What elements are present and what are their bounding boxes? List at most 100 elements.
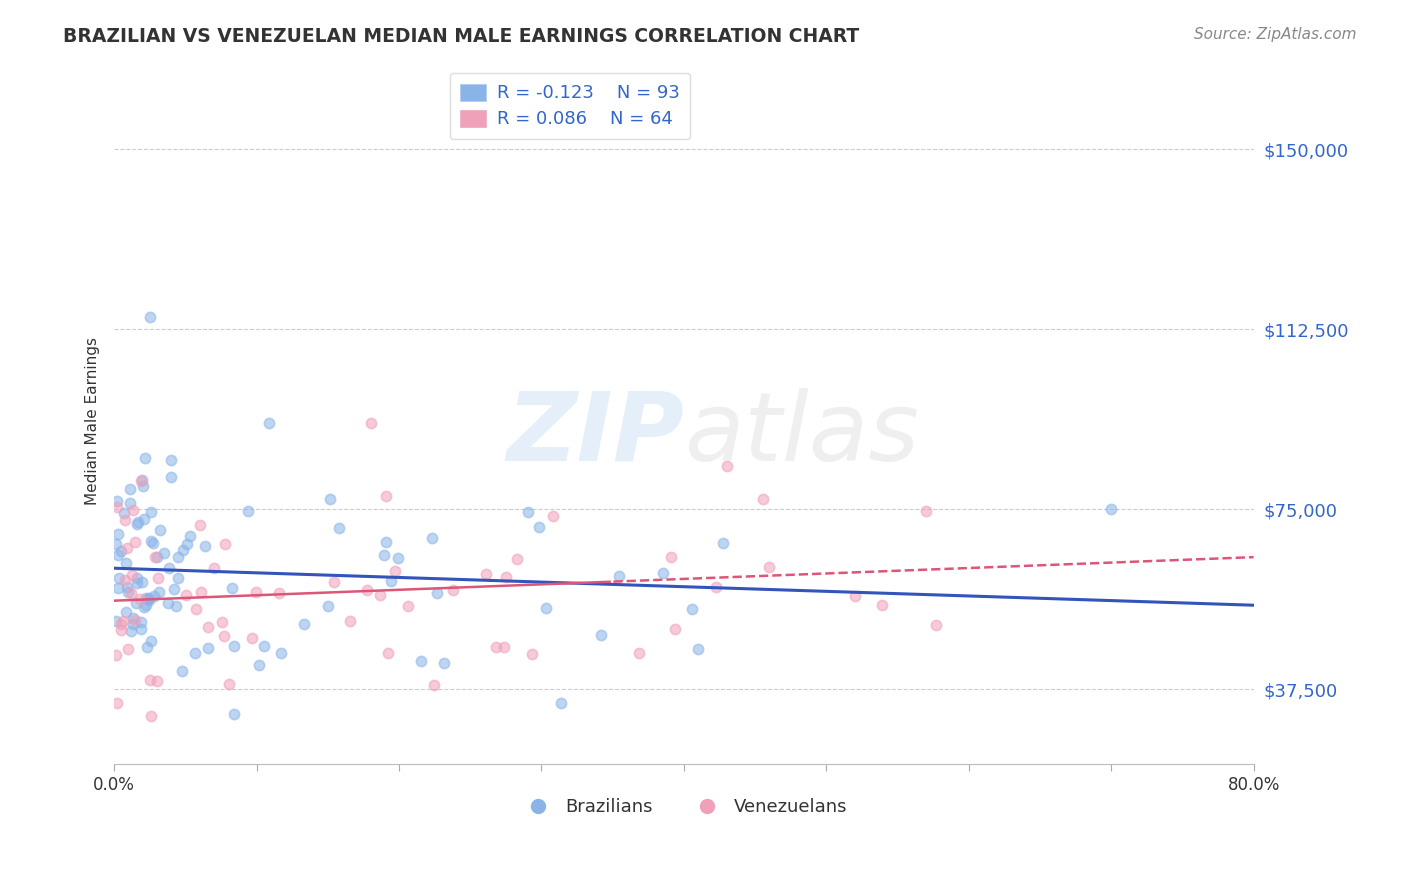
Point (135, 591, 157, 606)
Point (142, 589, 165, 603)
Point (534, 600, 557, 615)
Point (138, 591, 160, 605)
Point (124, 535, 146, 549)
Point (844, 589, 866, 603)
Point (104, 614, 127, 628)
Point (758, 560, 780, 574)
Point (129, 615, 152, 629)
Text: atlas: atlas (683, 388, 920, 481)
Point (188, 518, 211, 533)
Point (236, 503, 259, 517)
Point (114, 512, 136, 526)
Point (319, 492, 342, 507)
Point (104, 537, 127, 551)
Point (134, 599, 156, 614)
Point (105, 648, 128, 662)
Point (190, 585, 212, 599)
Point (107, 526, 129, 541)
Point (664, 622, 686, 636)
Point (170, 664, 193, 678)
Point (184, 646, 207, 660)
Point (129, 474, 152, 488)
Point (160, 470, 183, 484)
Point (121, 567, 143, 582)
Point (118, 496, 141, 510)
Point (146, 674, 169, 689)
Point (148, 571, 170, 585)
Text: Source: ZipAtlas.com: Source: ZipAtlas.com (1194, 27, 1357, 42)
Y-axis label: Median Male Earnings: Median Male Earnings (86, 336, 100, 505)
Point (145, 549, 167, 564)
Point (179, 529, 201, 543)
Point (443, 582, 465, 597)
Point (166, 550, 188, 565)
Point (162, 582, 184, 597)
Point (134, 511, 156, 525)
Point (121, 503, 143, 517)
Point (131, 574, 153, 589)
Point (128, 591, 150, 606)
Point (132, 478, 155, 492)
Point (711, 536, 734, 550)
Point (1099, 502, 1122, 516)
Point (176, 537, 198, 551)
Point (659, 549, 682, 564)
Point (115, 580, 138, 594)
Point (127, 571, 149, 585)
Point (111, 614, 134, 628)
Point (149, 523, 172, 537)
Point (194, 539, 217, 553)
Point (139, 708, 162, 723)
Point (323, 575, 346, 590)
Point (135, 598, 157, 612)
Point (495, 569, 517, 583)
Point (240, 631, 263, 645)
Point (105, 696, 128, 710)
Point (339, 614, 361, 628)
Point (373, 549, 395, 563)
Point (148, 585, 170, 599)
Point (122, 616, 145, 631)
Point (112, 506, 135, 520)
Point (607, 569, 630, 583)
Point (139, 534, 162, 549)
Point (409, 654, 432, 668)
Point (120, 624, 142, 638)
Text: BRAZILIAN VS VENEZUELAN MEDIAN MALE EARNINGS CORRELATION CHART: BRAZILIAN VS VENEZUELAN MEDIAN MALE EARN… (63, 27, 859, 45)
Point (426, 586, 449, 600)
Point (120, 585, 142, 599)
Point (184, 602, 207, 616)
Point (124, 614, 146, 628)
Point (172, 542, 194, 557)
Point (221, 581, 243, 595)
Point (157, 561, 180, 575)
Point (681, 601, 703, 615)
Point (328, 521, 350, 535)
Point (117, 585, 139, 599)
Point (259, 416, 281, 430)
Point (139, 310, 162, 325)
Point (375, 534, 398, 549)
Point (134, 451, 156, 466)
Point (197, 641, 219, 656)
Point (117, 642, 139, 657)
Point (211, 615, 233, 630)
Text: ZIP: ZIP (506, 388, 683, 481)
Point (375, 489, 398, 503)
Point (121, 611, 143, 625)
Point (114, 573, 136, 587)
Point (136, 592, 159, 607)
Point (125, 596, 148, 610)
Point (433, 657, 456, 671)
Point (129, 623, 152, 637)
Point (114, 605, 136, 619)
Point (380, 574, 402, 589)
Point (165, 599, 187, 614)
Point (245, 585, 267, 599)
Point (485, 640, 508, 654)
Point (247, 658, 270, 673)
Point (214, 629, 236, 643)
Point (925, 617, 948, 632)
Point (105, 500, 128, 514)
Point (153, 546, 176, 560)
